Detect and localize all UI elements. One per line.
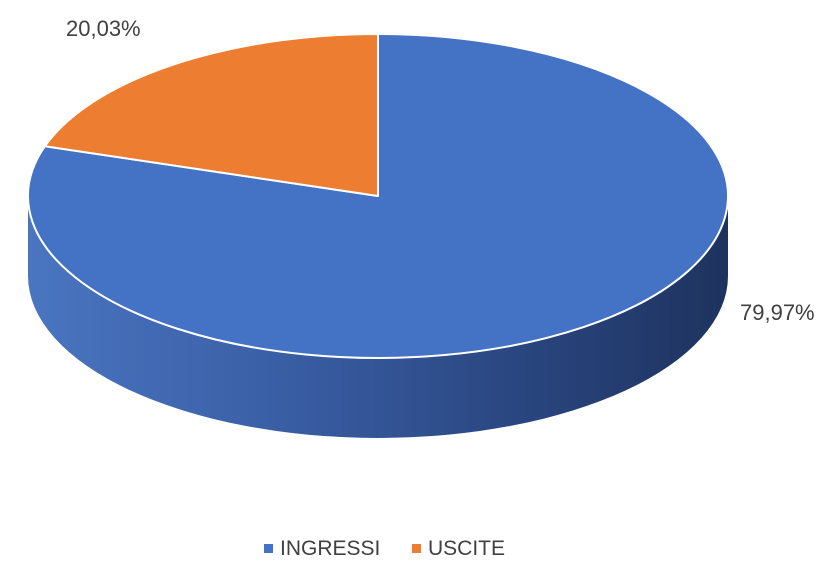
data-label-uscite: 20,03% — [66, 16, 141, 41]
slice-uscite[interactable] — [43, 33, 379, 197]
legend-swatch-uscite — [412, 544, 421, 553]
legend-item-ingressi[interactable]: INGRESSI — [264, 537, 380, 560]
legend-swatch-ingressi — [264, 544, 273, 553]
legend-label-ingressi: INGRESSI — [280, 537, 380, 560]
legend: INGRESSI USCITE — [264, 537, 505, 560]
legend-item-uscite[interactable]: USCITE — [412, 537, 505, 560]
pie-side-wall — [28, 196, 728, 438]
slice-ingressi[interactable] — [27, 33, 729, 359]
pie-body — [27, 33, 729, 438]
legend-label-uscite: USCITE — [428, 537, 505, 560]
data-label-ingressi: 79,97% — [740, 300, 815, 325]
